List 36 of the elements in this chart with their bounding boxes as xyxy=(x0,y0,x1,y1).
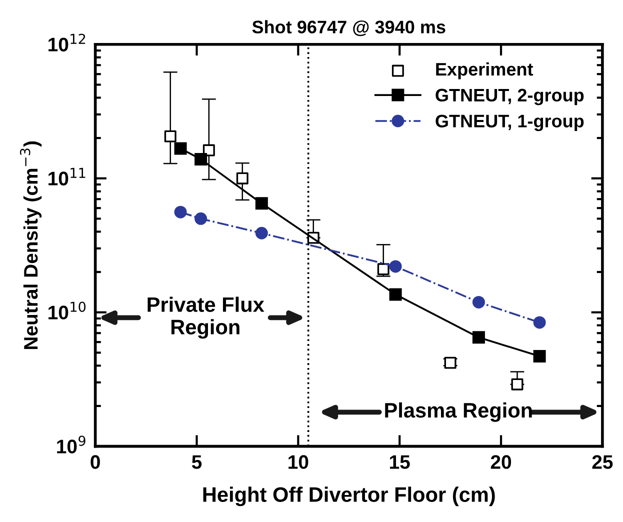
legend-label: GTNEUT, 1-group xyxy=(436,114,584,132)
point xyxy=(174,142,187,155)
annotation: Private Flux Region xyxy=(148,296,264,339)
y-tick-label: 10$^{9}$ xyxy=(57,436,86,454)
x-tick-label: 15 xyxy=(390,455,410,469)
legend-label: Experiment xyxy=(436,62,534,80)
point xyxy=(255,226,268,240)
annotation: Plasma Region xyxy=(385,402,532,422)
x-tick-label: 25 xyxy=(592,455,613,469)
y-axis-title: Neutral Density (cm$^{−3}$) xyxy=(20,141,42,350)
point xyxy=(472,331,485,344)
point xyxy=(511,378,524,390)
point xyxy=(194,152,208,166)
point xyxy=(533,350,546,363)
chart-title: Shot 96747 @ 3940 ms xyxy=(252,20,446,36)
point xyxy=(255,197,268,210)
point xyxy=(194,212,208,225)
point xyxy=(164,130,176,142)
x-tick-label: 0 xyxy=(90,455,100,469)
y-tick-label: 10$^{12}$ xyxy=(48,34,86,52)
x-tick-label: 5 xyxy=(192,455,202,469)
point xyxy=(236,172,248,184)
y-tick-label: 10$^{10}$ xyxy=(48,302,86,320)
point xyxy=(389,288,402,301)
x-axis-title: Height Off Divertor Floor (cm) xyxy=(203,486,495,506)
legend-label: GTNEUT, 2-group xyxy=(436,88,584,106)
point xyxy=(533,316,546,329)
y-tick-label: 10$^{11}$ xyxy=(48,168,86,186)
x-tick-label: 10 xyxy=(288,455,308,469)
point xyxy=(389,260,402,273)
point xyxy=(472,296,485,308)
point xyxy=(174,206,187,218)
x-tick-label: 20 xyxy=(490,455,512,469)
point xyxy=(377,263,390,276)
point xyxy=(202,144,215,156)
point xyxy=(444,356,456,369)
